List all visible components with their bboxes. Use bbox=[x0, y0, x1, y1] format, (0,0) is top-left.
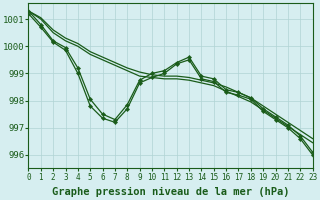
X-axis label: Graphe pression niveau de la mer (hPa): Graphe pression niveau de la mer (hPa) bbox=[52, 187, 289, 197]
